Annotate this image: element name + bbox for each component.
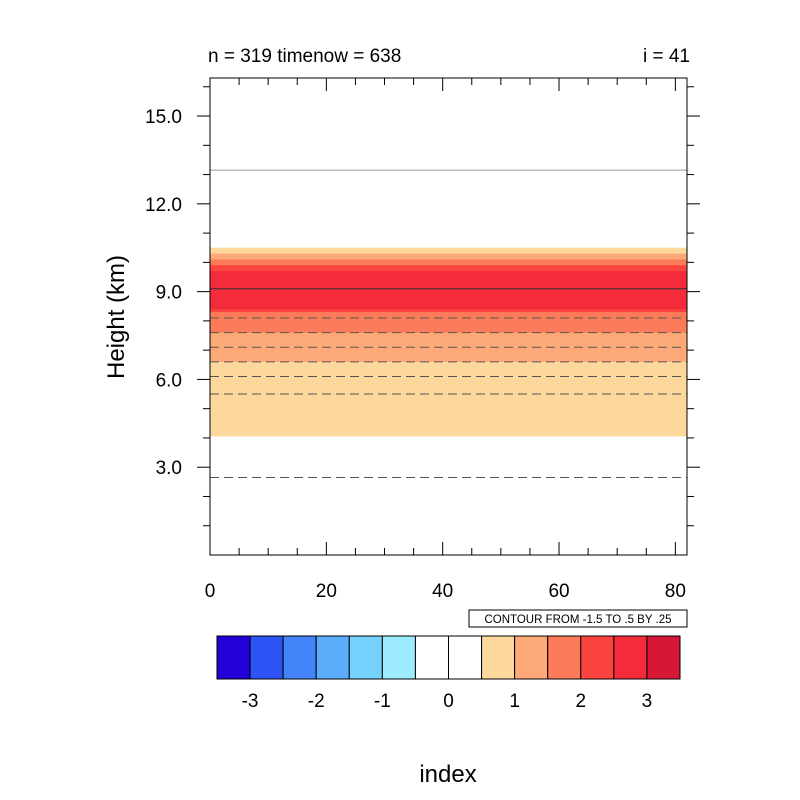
- colorbar-swatch-0: [216, 635, 251, 680]
- colorbar-title: index: [419, 761, 476, 788]
- colorbar-swatch-2: [282, 635, 317, 680]
- contour-band-4: [210, 271, 687, 310]
- x-tick-label: 20: [316, 581, 337, 602]
- colorbar: [216, 635, 681, 680]
- colorbar-label: -3: [242, 691, 259, 712]
- y-tick-label: 6.0: [156, 370, 182, 391]
- title-right: i = 41: [643, 46, 690, 67]
- filled-contours: [210, 247, 687, 437]
- colorbar-swatch-3: [315, 635, 350, 680]
- contour-info-text: CONTOUR FROM -1.5 TO .5 BY .25: [484, 614, 671, 626]
- y-tick-label: 3.0: [156, 458, 182, 479]
- y-tick-label: 12.0: [145, 195, 182, 216]
- colorbar-swatch-11: [580, 635, 615, 680]
- y-tick-label: 15.0: [145, 107, 182, 128]
- colorbar-swatch-8: [481, 635, 516, 680]
- colorbar-label: -2: [308, 691, 325, 712]
- colorbar-swatch-4: [348, 635, 383, 680]
- colorbar-labels: -3 -2 -1 0 1 2 3: [242, 691, 653, 712]
- colorbar-swatch-7: [448, 635, 483, 680]
- colorbar-label: -1: [374, 691, 391, 712]
- colorbar-label: 3: [642, 691, 653, 712]
- x-tick-label: 60: [548, 581, 569, 602]
- colorbar-swatch-6: [414, 635, 449, 680]
- colorbar-swatch-13: [646, 635, 681, 680]
- tick-labels: 0 20 40 60 80 3.0 6.0 9.0 12.0 15.0: [145, 107, 686, 602]
- y-axis-label: Height (km): [103, 255, 130, 379]
- colorbar-label: 2: [575, 691, 586, 712]
- x-tick-label: 80: [665, 581, 686, 602]
- title-left: n = 319 timenow = 638: [208, 46, 401, 67]
- axis-ticks: [197, 78, 700, 555]
- colorbar-label: 1: [509, 691, 520, 712]
- colorbar-swatch-9: [514, 635, 549, 680]
- colorbar-label: 0: [443, 691, 454, 712]
- colorbar-swatch-1: [249, 635, 284, 680]
- colorbar-swatch-5: [381, 635, 416, 680]
- y-tick-label: 9.0: [156, 283, 182, 304]
- x-tick-label: 40: [432, 581, 453, 602]
- plot-frame: [209, 77, 688, 556]
- contour-lines: [210, 169, 687, 478]
- colorbar-swatch-12: [613, 635, 648, 680]
- x-tick-label: 0: [205, 581, 216, 602]
- contour-info-box: [468, 609, 688, 628]
- colorbar-swatch-10: [547, 635, 582, 680]
